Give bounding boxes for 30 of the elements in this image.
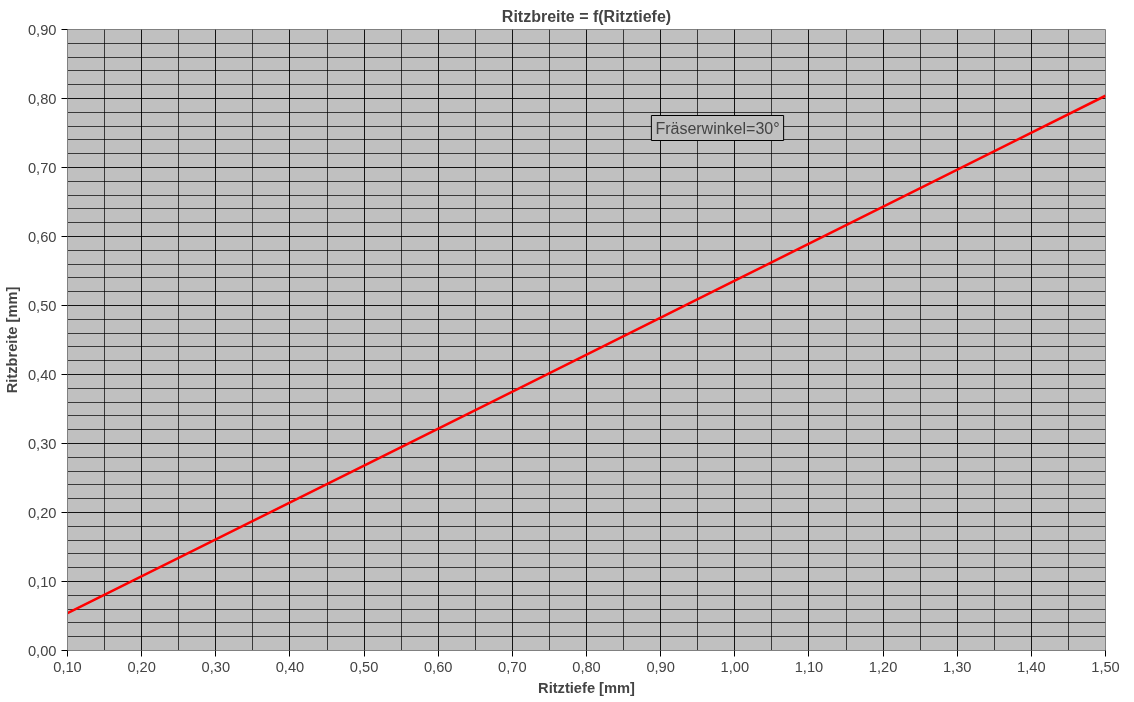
y-tick-label: 0,00 [27,642,57,659]
x-tick-label: 1,50 [1091,658,1120,675]
annotation: Fräserwinkel=30° [655,119,780,137]
y-tick-label: 0,10 [27,573,57,590]
y-tick-label: 0,70 [27,159,57,176]
x-tick-label: 0,80 [572,658,601,675]
y-tick-label: 0,20 [27,504,57,521]
x-tick-label: 1,20 [868,658,898,675]
x-tick-label: 0,60 [423,658,453,675]
x-tick-label: 0,50 [349,658,379,675]
x-tick-label: 0,30 [201,658,231,675]
x-tick-label: 1,00 [720,658,750,675]
x-axis-title: Ritztiefe [mm] [538,679,636,696]
y-axis-title: Ritzbreite [mm] [3,286,20,394]
y-tick-label: 0,90 [27,21,57,38]
line-series [67,94,1106,615]
x-tick-label: 0,10 [53,658,82,675]
x-tick-label: 1,40 [1017,658,1046,675]
x-tick-label: 0,20 [127,658,156,675]
x-tick-label: 0,70 [498,658,527,675]
y-tick-label: 0,30 [27,435,57,452]
y-tick-label: 0,50 [27,297,57,314]
x-tick-label: 1,10 [794,658,824,675]
x-tick-label: 0,40 [275,658,305,675]
x-tick-label: 1,30 [942,658,972,675]
y-tick-label: 0,40 [27,366,57,383]
x-tick-label: 0,90 [646,658,675,675]
y-tick-label: 0,60 [27,228,57,245]
chart-title: Ritzbreite = f(Ritztiefe) [501,7,672,25]
y-tick-label: 0,80 [27,90,57,107]
